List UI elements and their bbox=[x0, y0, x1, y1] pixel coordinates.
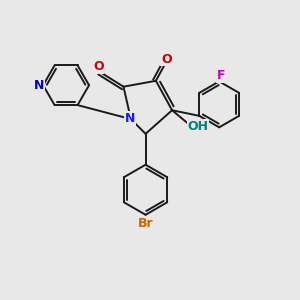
Text: O: O bbox=[161, 53, 172, 66]
Text: N: N bbox=[125, 112, 135, 125]
Text: N: N bbox=[34, 79, 44, 92]
Text: F: F bbox=[216, 69, 225, 82]
Text: OH: OH bbox=[188, 120, 208, 133]
Text: O: O bbox=[93, 60, 104, 73]
Text: Br: Br bbox=[138, 217, 153, 230]
